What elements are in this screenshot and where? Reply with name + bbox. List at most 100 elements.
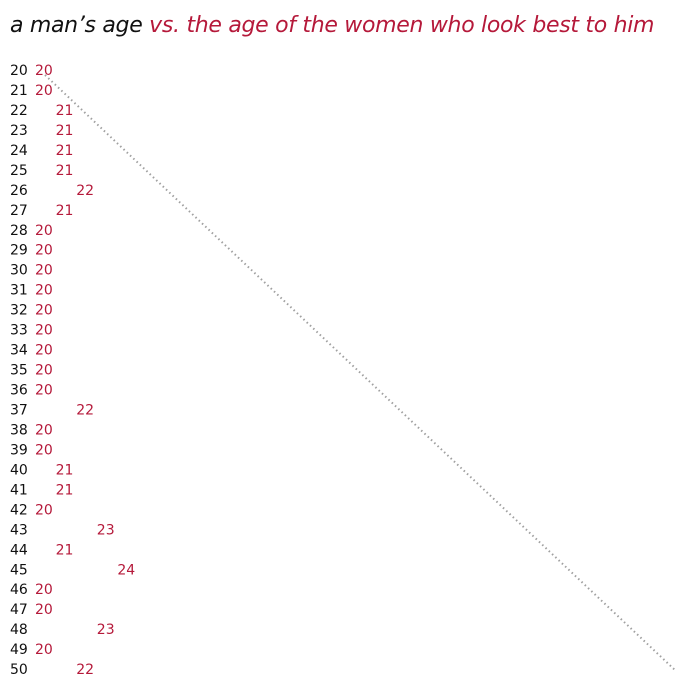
man-age-label: 20 bbox=[10, 63, 28, 79]
women-age-point: 20 bbox=[35, 442, 53, 458]
man-age-label: 29 bbox=[10, 243, 28, 259]
women-age-point: 21 bbox=[56, 123, 74, 139]
reference-diagonal-line bbox=[44, 74, 677, 672]
data-row: 43 23 bbox=[10, 522, 115, 538]
man-age-label: 47 bbox=[10, 602, 28, 618]
data-row: 40 21 bbox=[10, 462, 73, 478]
women-age-point: 20 bbox=[35, 602, 53, 618]
women-age-point: 20 bbox=[35, 582, 53, 598]
data-row: 29 20 bbox=[10, 243, 53, 259]
man-age-label: 42 bbox=[10, 502, 28, 518]
man-age-label: 28 bbox=[10, 223, 28, 239]
data-row: 39 20 bbox=[10, 442, 53, 458]
data-row: 26 22 bbox=[10, 183, 94, 199]
data-row: 33 20 bbox=[10, 323, 53, 339]
man-age-label: 39 bbox=[10, 442, 28, 458]
women-age-point: 21 bbox=[56, 482, 74, 498]
man-age-label: 48 bbox=[10, 622, 28, 638]
women-age-point: 22 bbox=[76, 402, 94, 418]
data-row: 38 20 bbox=[10, 422, 53, 438]
data-row: 37 22 bbox=[10, 402, 94, 418]
women-age-point: 23 bbox=[97, 622, 115, 638]
women-age-point: 20 bbox=[35, 502, 53, 518]
data-row: 42 20 bbox=[10, 502, 53, 518]
man-age-label: 22 bbox=[10, 103, 28, 119]
data-row: 50 22 bbox=[10, 662, 94, 678]
women-age-point: 20 bbox=[35, 263, 53, 279]
man-age-label: 23 bbox=[10, 123, 28, 139]
man-age-label: 43 bbox=[10, 522, 28, 538]
reference-layer bbox=[44, 74, 677, 672]
women-age-point: 20 bbox=[35, 243, 53, 259]
data-row: 45 24 bbox=[10, 562, 135, 578]
women-age-point: 20 bbox=[35, 422, 53, 438]
data-row: 25 21 bbox=[10, 163, 73, 179]
man-age-label: 41 bbox=[10, 482, 28, 498]
data-row: 48 23 bbox=[10, 622, 115, 638]
women-age-point: 20 bbox=[35, 343, 53, 359]
man-age-label: 38 bbox=[10, 422, 28, 438]
data-row: 23 21 bbox=[10, 123, 73, 139]
man-age-label: 35 bbox=[10, 363, 28, 379]
women-age-point: 21 bbox=[56, 143, 74, 159]
women-age-point: 20 bbox=[35, 223, 53, 239]
man-age-label: 26 bbox=[10, 183, 28, 199]
man-age-label: 33 bbox=[10, 323, 28, 339]
man-age-label: 37 bbox=[10, 402, 28, 418]
data-row: 27 21 bbox=[10, 203, 73, 219]
women-age-point: 20 bbox=[35, 83, 53, 99]
data-row: 36 20 bbox=[10, 383, 53, 399]
title-main: a man’s age bbox=[10, 13, 143, 38]
women-age-point: 21 bbox=[56, 163, 74, 179]
women-age-point: 20 bbox=[35, 283, 53, 299]
man-age-label: 31 bbox=[10, 283, 28, 299]
women-age-point: 20 bbox=[35, 363, 53, 379]
title-subtitle: vs. the age of the women who look best t… bbox=[149, 13, 655, 38]
data-row: 20 20 bbox=[10, 63, 53, 79]
women-age-point: 20 bbox=[35, 323, 53, 339]
man-age-label: 30 bbox=[10, 263, 28, 279]
man-age-label: 45 bbox=[10, 562, 28, 578]
data-row: 35 20 bbox=[10, 363, 53, 379]
man-age-label: 36 bbox=[10, 383, 28, 399]
data-row: 28 20 bbox=[10, 223, 53, 239]
data-row: 34 20 bbox=[10, 343, 53, 359]
chart-title: a man’s age vs. the age of the women who… bbox=[10, 12, 654, 40]
women-age-point: 22 bbox=[76, 662, 94, 678]
data-row: 49 20 bbox=[10, 642, 53, 658]
data-row: 24 21 bbox=[10, 143, 73, 159]
man-age-label: 24 bbox=[10, 143, 28, 159]
data-row: 31 20 bbox=[10, 283, 53, 299]
data-row: 41 21 bbox=[10, 482, 73, 498]
data-row: 47 20 bbox=[10, 602, 53, 618]
man-age-label: 49 bbox=[10, 642, 28, 658]
women-age-point: 21 bbox=[56, 542, 74, 558]
man-age-label: 27 bbox=[10, 203, 28, 219]
man-age-label: 25 bbox=[10, 163, 28, 179]
man-age-label: 50 bbox=[10, 662, 28, 678]
women-age-point: 20 bbox=[35, 642, 53, 658]
women-age-point: 20 bbox=[35, 303, 53, 319]
women-age-point: 23 bbox=[97, 522, 115, 538]
women-age-point: 20 bbox=[35, 63, 53, 79]
man-age-label: 32 bbox=[10, 303, 28, 319]
data-row: 32 20 bbox=[10, 303, 53, 319]
data-row: 30 20 bbox=[10, 263, 53, 279]
man-age-label: 21 bbox=[10, 83, 28, 99]
women-age-point: 21 bbox=[56, 203, 74, 219]
women-age-point: 22 bbox=[76, 183, 94, 199]
data-row: 46 20 bbox=[10, 582, 53, 598]
man-age-label: 46 bbox=[10, 582, 28, 598]
women-age-point: 20 bbox=[35, 383, 53, 399]
women-age-point: 24 bbox=[117, 562, 135, 578]
data-row: 22 21 bbox=[10, 103, 73, 119]
man-age-label: 40 bbox=[10, 462, 28, 478]
women-age-point: 21 bbox=[56, 103, 74, 119]
women-age-point: 21 bbox=[56, 462, 74, 478]
data-row: 44 21 bbox=[10, 542, 73, 558]
man-age-label: 34 bbox=[10, 343, 28, 359]
man-age-label: 44 bbox=[10, 542, 28, 558]
data-row: 21 20 bbox=[10, 83, 53, 99]
